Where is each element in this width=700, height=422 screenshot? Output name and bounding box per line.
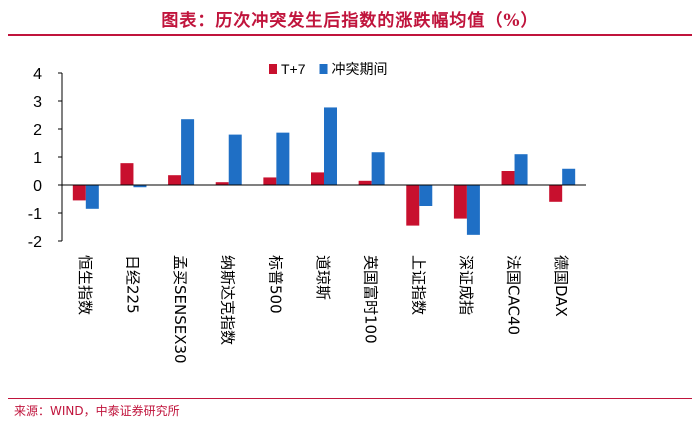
y-axis: 4 3 2 1 0 -1 -2 <box>28 66 63 251</box>
y-tick-label: -2 <box>28 234 42 251</box>
y-tick-label: 3 <box>33 94 42 111</box>
y-tick-label: 2 <box>33 122 42 139</box>
bar-conflict-9 <box>514 154 528 185</box>
y-tick-label: 0 <box>33 178 42 195</box>
bar-t7-0 <box>72 185 86 201</box>
source-note: 来源：WIND，中泰证券研究所 <box>14 404 180 418</box>
category-label: 日经225 <box>123 255 141 314</box>
bar-t7-5 <box>311 172 324 185</box>
category-label: 深证成指 <box>457 255 475 315</box>
category-label: 德国DAX <box>552 255 570 317</box>
category-label: 标普500 <box>266 255 284 314</box>
title-divider <box>8 34 692 36</box>
category-label: 上证指数 <box>409 255 427 315</box>
bars <box>72 107 576 235</box>
bar-conflict-1 <box>133 185 147 188</box>
y-tick-label: -1 <box>28 206 42 223</box>
legend-swatch-conflict <box>319 64 328 74</box>
bar-conflict-7 <box>419 185 433 206</box>
bar-t7-3 <box>215 182 229 185</box>
bar-t7-9 <box>501 171 515 185</box>
legend-label: 冲突期间 <box>332 61 388 77</box>
bar-conflict-5 <box>324 107 337 185</box>
bar-t7-8 <box>453 185 467 219</box>
bar-t7-10 <box>549 185 563 202</box>
y-tick-label: 4 <box>33 66 42 83</box>
bar-t7-6 <box>358 180 372 185</box>
bar-conflict-8 <box>466 185 480 235</box>
bar-conflict-3 <box>228 134 242 185</box>
footer-divider <box>8 398 692 399</box>
bar-t7-7 <box>406 185 420 226</box>
legend: T+7 冲突期间 <box>269 61 388 77</box>
category-label: 恒生指数 <box>76 255 94 315</box>
category-label: 法国CAC40 <box>505 255 523 335</box>
chart-area: T+7 冲突期间 4 3 2 1 0 -1 -2 恒生指数 日经225 孟买SENSEX30 纳斯达… <box>28 61 586 364</box>
category-label: 英国富时100 <box>362 255 380 344</box>
bar-conflict-6 <box>371 152 385 185</box>
category-label: 孟买SENSEX30 <box>171 255 189 364</box>
category-label: 纳斯达克指数 <box>219 255 237 345</box>
bar-conflict-0 <box>85 185 99 209</box>
x-axis: 恒生指数 日经225 孟买SENSEX30 纳斯达克指数 标普500 道琼斯 英国富时100… <box>62 184 586 364</box>
legend-swatch-t7 <box>269 64 277 74</box>
bar-conflict-4 <box>276 132 290 185</box>
bar-t7-1 <box>120 163 134 185</box>
legend-label: T+7 <box>281 61 306 77</box>
bar-conflict-10 <box>562 168 576 185</box>
bar-conflict-2 <box>181 119 195 185</box>
y-tick-label: 1 <box>33 150 42 167</box>
chart-title: 图表：历次冲突发生后指数的涨跌幅均值（%） <box>161 11 539 31</box>
bar-t7-4 <box>263 177 277 185</box>
category-label: 道琼斯 <box>314 255 332 300</box>
bar-t7-2 <box>168 175 182 185</box>
